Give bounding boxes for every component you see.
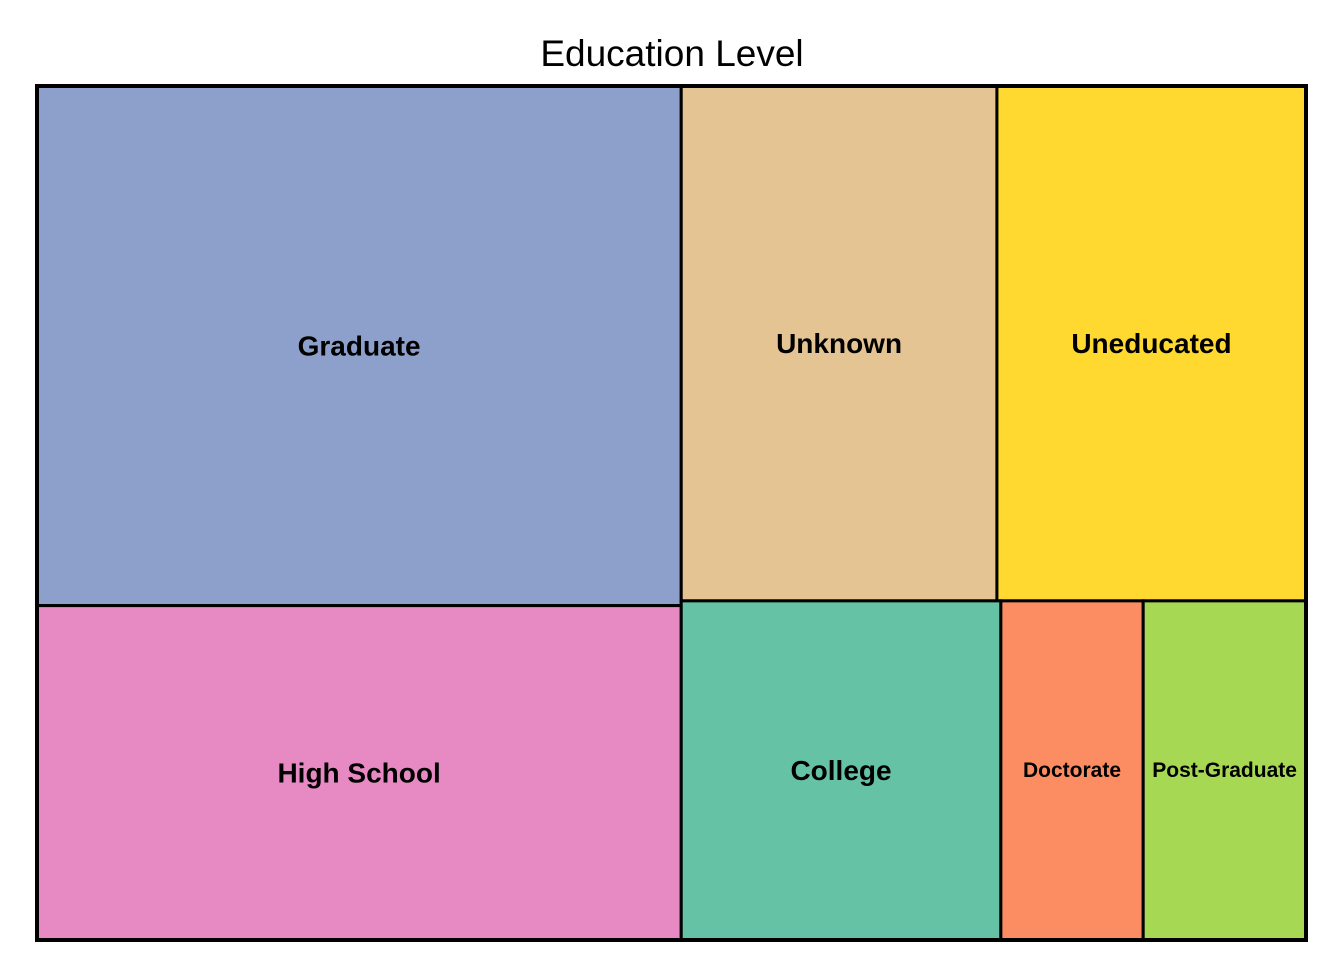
chart-title: Education Level: [540, 33, 804, 74]
treemap-cell-uneducated: [995, 84, 1308, 603]
treemap-label-unknown: Unknown: [776, 328, 902, 359]
treemap-label-graduate: Graduate: [298, 330, 421, 361]
treemap-frame: [35, 84, 1308, 942]
treemap-cell-post-graduate: [1141, 599, 1308, 942]
treemap-label-college: College: [790, 755, 891, 786]
treemap-cell-graduate: [35, 84, 683, 608]
treemap-cells: Graduate High School Unknown Uneducated Coll…: [35, 84, 1308, 942]
treemap-label-post-graduate: Post-Graduate: [1152, 759, 1297, 782]
treemap-label-doctorate: Doctorate: [1023, 759, 1121, 782]
treemap-label-uneducated: Uneducated: [1071, 328, 1231, 359]
treemap-cell-high-school: [35, 604, 683, 942]
treemap-cell-unknown: [679, 84, 999, 603]
treemap-label-high-school: High School: [277, 757, 440, 788]
